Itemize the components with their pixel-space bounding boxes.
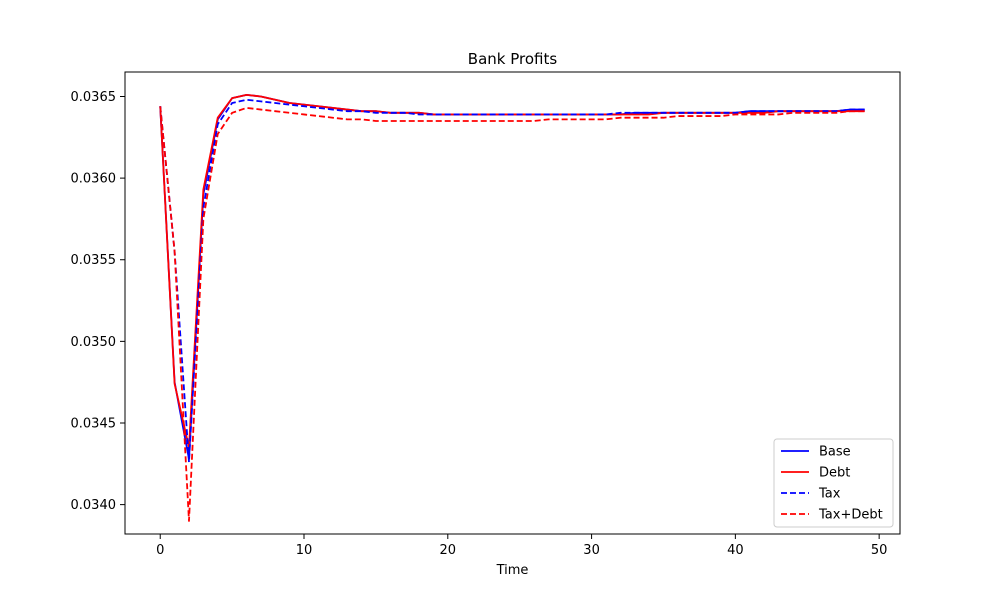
legend: Base Debt Tax Tax+Debt xyxy=(773,438,894,528)
plot-frame xyxy=(124,71,901,535)
x-axis-label: Time xyxy=(496,563,529,578)
y-tick-label: 0.0340 xyxy=(71,498,117,513)
x-tick-label: 0 xyxy=(156,543,164,558)
series-line-tax xyxy=(159,98,865,464)
legend-box xyxy=(773,438,894,528)
series-layer xyxy=(159,93,865,522)
y-tick-label: 0.0355 xyxy=(71,253,117,268)
y-tick-label: 0.0365 xyxy=(71,90,117,105)
legend-label-tax-debt: Tax+Debt xyxy=(818,508,883,523)
y-axis: 0.0340 0.0345 0.0350 0.0355 0.0360 0.0365 xyxy=(71,90,125,513)
y-tick-label: 0.0350 xyxy=(71,335,117,350)
y-tick-label: 0.0345 xyxy=(71,416,117,431)
x-tick-label: 40 xyxy=(727,543,744,558)
x-axis: 0 10 20 30 40 50 xyxy=(156,534,887,558)
y-tick-label: 0.0360 xyxy=(71,172,117,187)
plot-background xyxy=(125,72,900,534)
x-tick-label: 50 xyxy=(871,543,888,558)
x-tick-label: 30 xyxy=(583,543,600,558)
chart-title: Bank Profits xyxy=(468,50,558,68)
legend-label-debt: Debt xyxy=(819,466,850,481)
plot-area xyxy=(124,71,901,535)
legend-label-tax: Tax xyxy=(818,487,841,502)
x-tick-label: 20 xyxy=(440,543,457,558)
series-line-tax-debt xyxy=(159,106,865,522)
legend-label-base: Base xyxy=(819,445,851,460)
x-tick-label: 10 xyxy=(296,543,313,558)
